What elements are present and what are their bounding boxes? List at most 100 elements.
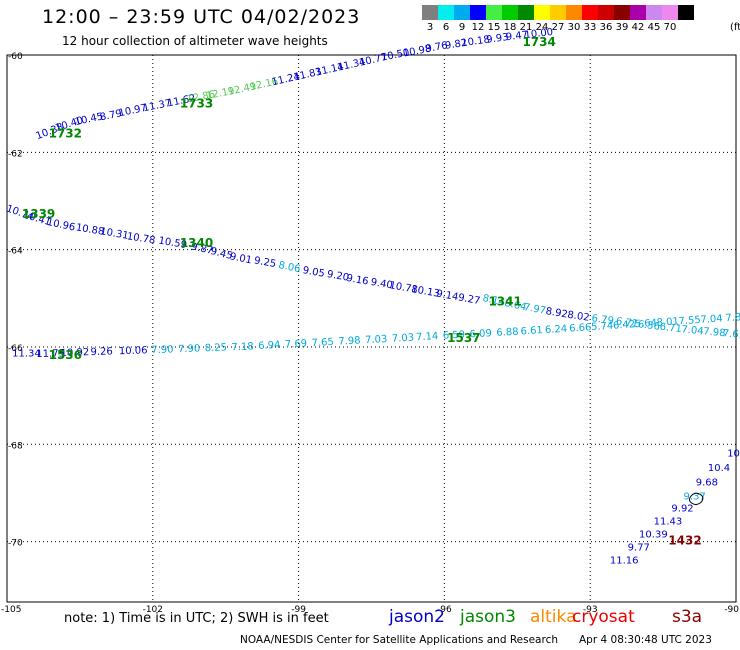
swh-value: 10.39: [639, 530, 668, 541]
swh-value: 10.92: [60, 347, 89, 359]
lon-tick-label: -99: [291, 605, 306, 615]
colorbar-swatch: 6: [438, 5, 454, 33]
swh-value: 7.90: [178, 343, 201, 355]
colorbar-swatch: 70: [662, 5, 678, 33]
swh-value: 10.78: [388, 280, 418, 296]
swh-value: 9.05: [302, 265, 326, 280]
colorbar-swatch: 9: [454, 5, 470, 33]
track-time-label: 1536: [49, 348, 82, 362]
colorbar-label: 24: [535, 22, 549, 33]
lat-tick-label: -66: [8, 344, 23, 354]
swh-value: 10.78: [126, 231, 156, 246]
island-outline: [688, 492, 704, 506]
swh-value: 10.18: [461, 34, 491, 49]
colorbar-label: 33: [583, 22, 597, 33]
swh-value: 9.45: [209, 246, 233, 262]
colorbar-swatch: 27: [550, 5, 566, 33]
swh-value: 8.25: [205, 342, 228, 354]
colorbar-label: 45: [647, 22, 661, 33]
swh-value: 10.31: [99, 226, 129, 242]
track-time-label: 1733: [180, 97, 213, 111]
track-time-label: 1339: [22, 207, 55, 221]
swh-value: 9.14: [435, 288, 459, 303]
swh-value: 11.62: [166, 93, 196, 109]
swh-value: 10.13: [410, 284, 440, 300]
swh-value: 6.66: [569, 322, 592, 334]
colorbar-label: 30: [567, 22, 581, 33]
satellite-legend-jason3: jason3: [460, 607, 516, 627]
lon-tick-label: -93: [583, 605, 598, 615]
swh-value: 7.03: [392, 332, 415, 344]
swh-value: 5.74: [591, 321, 614, 333]
swh-value: 8.01: [656, 316, 679, 328]
colorbar-swatch: 30: [566, 5, 582, 33]
map-title: 12:00 – 23:59 UTC 04/02/2023: [42, 6, 361, 28]
swh-value: 6.88: [496, 327, 519, 339]
track-time-label: 1341: [488, 295, 521, 309]
colorbar-swatch: 36: [598, 5, 614, 33]
colorbar-swatch: 45: [646, 5, 662, 33]
swh-value: 7.04: [681, 324, 704, 337]
swh-value: 7.61: [722, 328, 740, 341]
swh-value: 6.09: [469, 328, 492, 340]
swh-value: 9.87: [190, 241, 214, 257]
colorbar-label: 12: [471, 22, 485, 33]
swh-value: 12.86: [186, 89, 216, 105]
colorbar-label: 27: [551, 22, 565, 33]
footer-timestamp: Apr 4 08:30:48 UTC 2023: [579, 634, 712, 646]
footer-credit: NOAA/NESDIS Center for Satellite Applica…: [240, 634, 558, 646]
swh-value: 9.93: [486, 32, 509, 46]
swh-value: 10.98: [402, 44, 432, 60]
swh-value: 7.98: [703, 326, 726, 339]
swh-value: 9.77: [628, 542, 650, 553]
swh-value: 7.8: [725, 312, 740, 324]
track-time-label: 1732: [49, 127, 82, 141]
lon-tick-label: -96: [437, 605, 452, 615]
swh-value: 10.59: [158, 236, 188, 252]
swh-value: 7.90: [151, 344, 174, 356]
swh-value: 9.26: [90, 346, 113, 358]
swh-value: 7.97: [523, 302, 547, 317]
swh-value: 9.92: [671, 503, 693, 514]
swh-value: 7.98: [338, 335, 361, 347]
swh-value: 10.50: [380, 47, 410, 63]
swh-value: 6.24: [545, 324, 568, 336]
swh-value: 9.20: [326, 269, 350, 284]
colorbar-swatch: [678, 5, 694, 20]
swh-value: 7.04: [700, 313, 723, 325]
swh-value: 8.02: [567, 310, 591, 324]
colorbar-swatch: 12: [470, 5, 486, 33]
swh-value: 5.64: [634, 318, 657, 330]
swh-value: 7.55: [678, 315, 701, 327]
satellite-legend-altika: altika: [530, 607, 577, 627]
swh-value: 9.27: [457, 292, 481, 307]
lon-tick-label: -90: [724, 605, 739, 615]
map-frame: [6, 54, 737, 603]
satellite-legend-cryosat: cryosat: [572, 607, 635, 627]
swh-value: 10.88: [75, 222, 105, 237]
colorbar-swatch: 42: [630, 5, 646, 33]
colorbar-swatch: 3: [422, 5, 438, 33]
swh-value: 10.00: [524, 27, 554, 41]
colorbar-label: 9: [458, 22, 466, 33]
colorbar-swatch: 39: [614, 5, 630, 33]
colorbar-swatch: 21: [518, 5, 534, 33]
swh-value: 9.47: [505, 30, 528, 44]
swh-value: 8.64: [503, 298, 527, 313]
swh-value: 6.61: [520, 325, 543, 337]
swh-value: 8.92: [545, 306, 569, 321]
swh-value: 11.37: [142, 98, 172, 114]
colorbar-swatch: 33: [582, 5, 598, 33]
swh-value: 7.03: [365, 334, 388, 346]
track-time-label: 1340: [180, 236, 213, 250]
swh-value: 9.25: [253, 255, 277, 270]
colorbar-label: 15: [487, 22, 501, 33]
swh-value: 7.69: [285, 338, 308, 350]
swh-value: 7.14: [416, 331, 439, 343]
colorbar-swatch: 15: [486, 5, 502, 33]
colorbar-label: 42: [631, 22, 645, 33]
swh-value: 9.01: [229, 251, 253, 266]
swh-value: 9.16: [345, 273, 369, 288]
swh-value: 7.65: [311, 337, 334, 349]
